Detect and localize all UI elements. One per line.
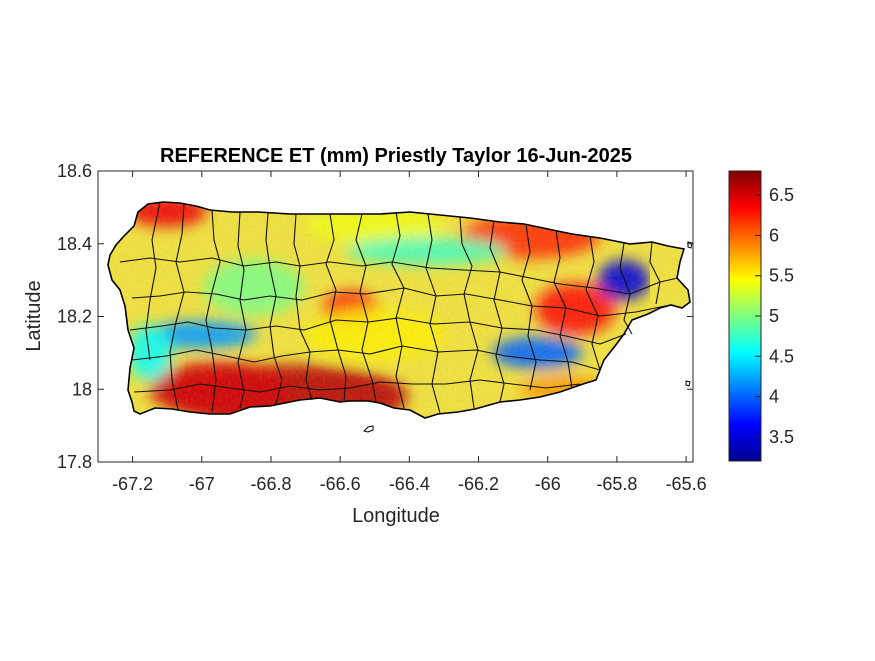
y-axis-ticks: 17.8 18 18.2 18.4 18.6 xyxy=(57,161,693,472)
colorbar-tick-label: 6.5 xyxy=(769,185,794,205)
y-tick-label: 18 xyxy=(72,379,92,399)
x-tick-label: -66 xyxy=(535,474,561,494)
x-tick-label: -66.6 xyxy=(320,474,361,494)
colorbar-ticks: 3.5 4 4.5 5 5.5 6 6.5 xyxy=(755,185,794,447)
culebra-fragment xyxy=(687,241,693,249)
municipality-border-7 xyxy=(355,213,377,403)
municipality-border-18 xyxy=(131,287,671,317)
municipality-border-14 xyxy=(585,235,601,371)
colorbar-tick-label: 4.5 xyxy=(769,346,794,366)
municipality-border-6 xyxy=(325,213,347,403)
island-outline xyxy=(107,201,691,419)
municipality-border-5 xyxy=(293,213,313,401)
municipality-border-9 xyxy=(425,213,441,414)
municipality-border-17 xyxy=(119,257,679,295)
municipality-border-16 xyxy=(649,241,661,305)
municipality-border-19 xyxy=(129,317,627,345)
municipality-border-0 xyxy=(145,201,161,361)
x-tick-label: -66.4 xyxy=(389,474,430,494)
y-tick-label: 18.4 xyxy=(57,234,92,254)
municipality-border-3 xyxy=(237,211,247,409)
municipality-border-1 xyxy=(169,203,185,411)
colorbar-tick-label: 5.5 xyxy=(769,266,794,286)
x-tick-label: -66.2 xyxy=(458,474,499,494)
y-tick-label: 17.8 xyxy=(57,452,92,472)
municipality-border-2 xyxy=(205,209,221,413)
municipality-border-21 xyxy=(133,379,581,393)
colorbar-tick-label: 3.5 xyxy=(769,427,794,447)
x-tick-label: -67.2 xyxy=(112,474,153,494)
municipality-border-11 xyxy=(489,220,505,403)
x-tick-label: -65.6 xyxy=(666,474,707,494)
x-tick-label: -66.8 xyxy=(250,474,291,494)
municipality-borders xyxy=(119,201,679,414)
y-tick-label: 18.6 xyxy=(57,161,92,181)
municipality-border-8 xyxy=(391,211,405,409)
y-tick-label: 18.2 xyxy=(57,307,92,327)
chart-title: REFERENCE ET (mm) Priestly Taylor 16-Jun… xyxy=(160,145,632,167)
x-axis-ticks: -67.2 -67 -66.8 -66.6 -66.4 -66.2 -66 -65.8 -65.… xyxy=(112,171,707,494)
colorbar-tick-label: 4 xyxy=(769,387,779,407)
x-tick-label: -67 xyxy=(189,474,215,494)
colorbar-tick-label: 6 xyxy=(769,225,779,245)
x-axis-label: Longitude xyxy=(352,505,440,527)
municipality-border-10 xyxy=(459,216,479,409)
x-tick-label: -65.8 xyxy=(596,474,637,494)
caja-de-muertos-island xyxy=(363,425,374,433)
colorbar-tick-label: 5 xyxy=(769,306,779,326)
municipality-border-20 xyxy=(131,345,601,371)
y-axis-label: Latitude xyxy=(23,280,45,351)
vieques-fragment xyxy=(685,380,691,387)
municipality-border-4 xyxy=(265,212,283,405)
